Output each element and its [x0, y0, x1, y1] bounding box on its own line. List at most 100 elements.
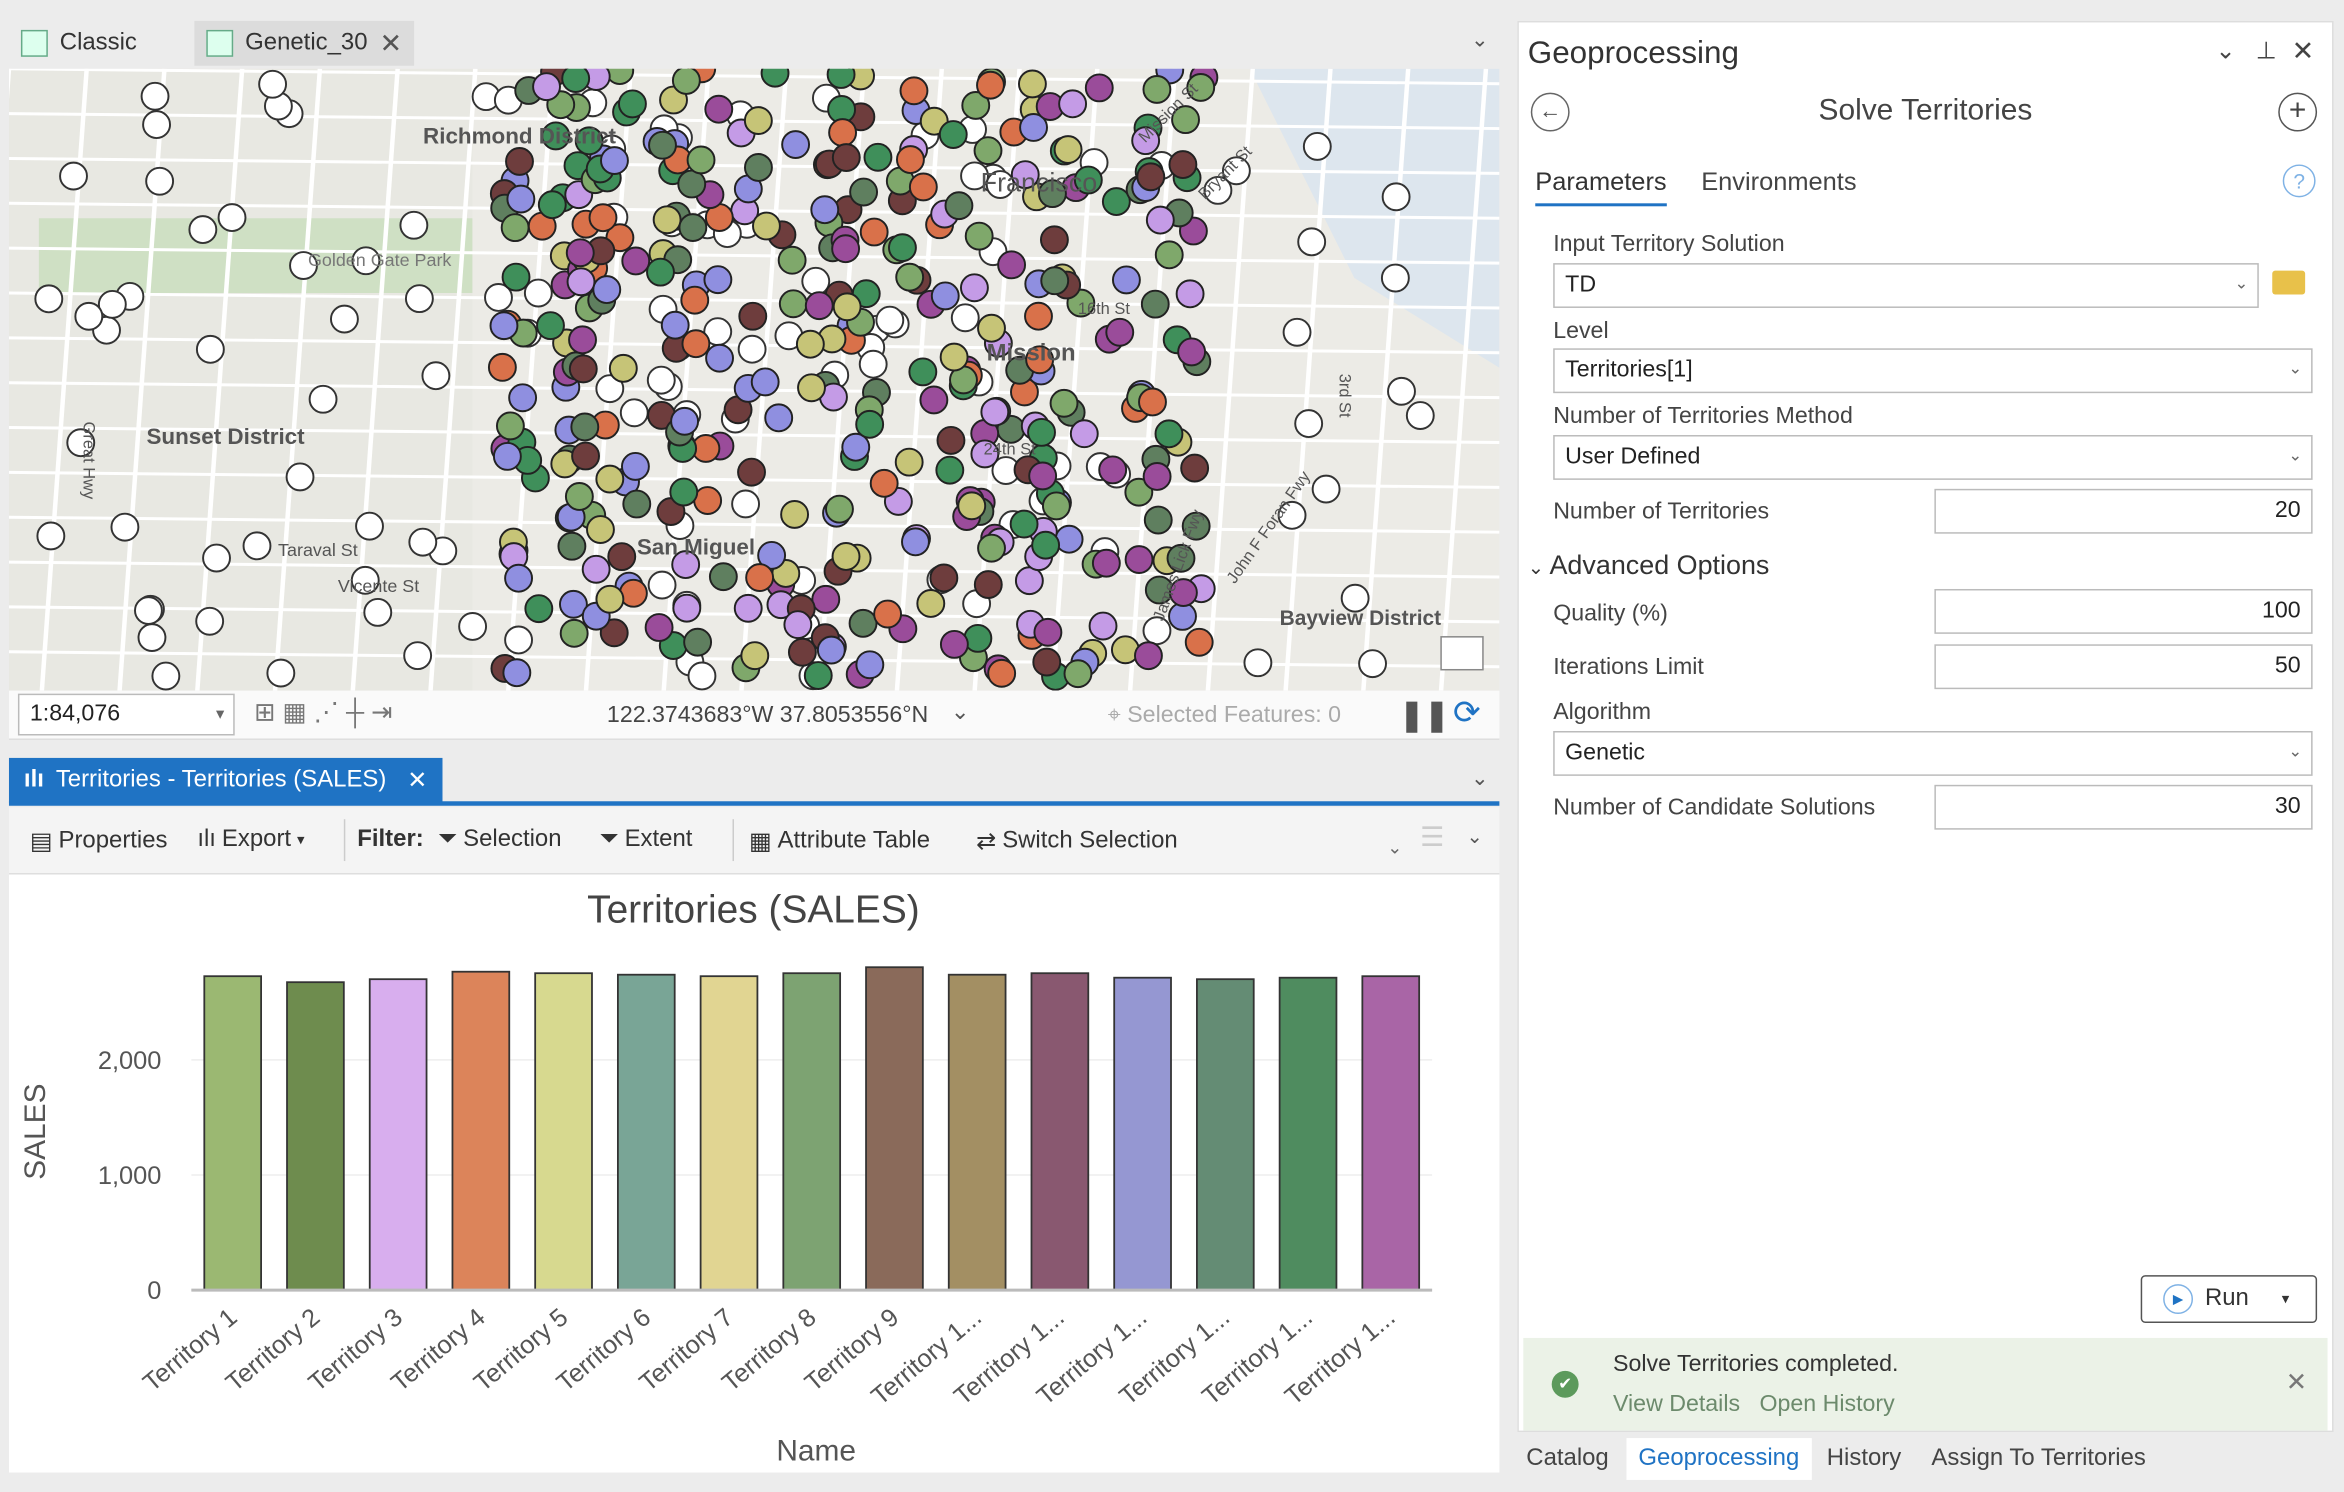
iterations-input[interactable]: 50	[1934, 644, 2313, 690]
map-point	[1033, 617, 1063, 647]
open-history-link[interactable]: Open History	[1759, 1391, 1895, 1418]
close-icon[interactable]: ✕	[407, 768, 428, 794]
map-label: Bayview District	[1280, 607, 1442, 630]
map-point	[1032, 647, 1062, 677]
filter-extent-button[interactable]: ⏷ Extent	[599, 826, 693, 853]
map-point	[1014, 566, 1044, 596]
map-point	[848, 608, 878, 638]
refresh-icon[interactable]: ⟳	[1453, 693, 1481, 732]
bar[interactable]	[699, 975, 759, 1291]
chevron-down-icon[interactable]: ⌄	[2215, 38, 2236, 65]
back-icon[interactable]: ←	[1530, 92, 1570, 132]
map-point	[1186, 73, 1216, 102]
chevron-down-icon[interactable]: ⌄	[1470, 26, 1489, 51]
bar[interactable]	[1113, 976, 1172, 1291]
chevron-down-icon[interactable]: ⌄	[950, 699, 970, 726]
candidate-solutions-input[interactable]: 30	[1934, 784, 2313, 830]
overflow-icon[interactable]: ⌄	[1387, 837, 1403, 859]
map-point	[1063, 659, 1093, 689]
map-point	[888, 233, 917, 263]
scale-dropdown[interactable]: 1:84,076 ▾	[17, 693, 235, 736]
tab-assign-to-territories[interactable]: Assign To Territories	[1931, 1445, 2146, 1471]
map-point	[828, 118, 858, 147]
map-point	[1340, 583, 1370, 613]
close-icon[interactable]: ✕	[2285, 1367, 2308, 1397]
tab-catalog[interactable]: Catalog	[1526, 1445, 1609, 1471]
map-point	[977, 533, 1006, 563]
tab-genetic-30[interactable]: Genetic_30 ✕	[194, 20, 414, 66]
list-icon[interactable]: ☰	[1420, 822, 1445, 853]
map-point	[1054, 524, 1084, 554]
map-point	[74, 301, 104, 331]
map-point	[899, 76, 929, 106]
bar[interactable]	[1030, 972, 1090, 1291]
close-icon[interactable]: ✕	[379, 27, 403, 58]
pause-icon[interactable]: ❚❚	[1399, 699, 1450, 733]
map-point	[532, 72, 561, 102]
tab-parameters[interactable]: Parameters	[1535, 167, 1667, 207]
properties-button[interactable]: ▤ Properties	[29, 828, 168, 856]
map-point	[537, 190, 567, 220]
close-icon[interactable]: ✕	[2291, 35, 2315, 66]
x-axis-label: Name	[776, 1435, 856, 1468]
tab-classic[interactable]: Classic	[9, 21, 149, 66]
tab-chart[interactable]: ılı Territories - Territories (SALES) ✕	[8, 757, 443, 803]
tab-geoprocessing[interactable]: Geoprocessing	[1626, 1438, 1812, 1480]
chevron-down-icon[interactable]: ⌄	[1470, 765, 1489, 790]
tab-environments[interactable]: Environments	[1701, 167, 1857, 196]
bar[interactable]	[865, 966, 924, 1291]
selected-features[interactable]: ⌖ Selected Features: 0	[1107, 702, 1342, 729]
export-button[interactable]: ılı Export ▾	[197, 826, 305, 853]
map-point	[708, 562, 738, 592]
map-point	[151, 661, 181, 691]
bar[interactable]	[1361, 975, 1421, 1291]
bar[interactable]	[616, 973, 676, 1291]
tab-history[interactable]: History	[1826, 1445, 1902, 1471]
switch-selection-button[interactable]: ⇄ Switch Selection	[976, 828, 1178, 856]
map-point	[566, 267, 596, 297]
map-point	[1154, 240, 1184, 270]
advanced-options-toggle[interactable]: ⌄ Advanced Options	[1527, 550, 1770, 581]
bar[interactable]	[451, 970, 511, 1291]
map-point	[950, 303, 980, 333]
chevron-down-icon[interactable]: ⌄	[1466, 825, 1483, 848]
bar[interactable]	[1196, 978, 1255, 1291]
map-point	[783, 610, 813, 640]
attribute-table-button[interactable]: ▦ Attribute Table	[748, 828, 931, 856]
quality-input[interactable]: 100	[1934, 588, 2313, 634]
bar[interactable]	[286, 981, 345, 1291]
bar[interactable]	[947, 973, 1007, 1291]
map-point	[564, 482, 594, 511]
help-icon[interactable]: ?	[2282, 164, 2316, 198]
input-territory-dropdown[interactable]: TD ⌄	[1553, 263, 2259, 308]
map-point	[760, 68, 790, 88]
map-icon	[206, 29, 234, 57]
pin-icon[interactable]: ⊥	[2255, 38, 2277, 65]
map-point	[1041, 491, 1071, 521]
bar[interactable]	[782, 972, 842, 1291]
bar[interactable]	[368, 978, 428, 1291]
map-point	[1154, 419, 1184, 449]
level-dropdown[interactable]: Territories[1] ⌄	[1553, 348, 2313, 394]
map-point	[832, 292, 862, 322]
map-point	[484, 283, 513, 312]
bar[interactable]	[534, 972, 593, 1291]
map-point	[644, 613, 674, 642]
map-point	[1111, 265, 1141, 295]
chevron-down-icon: ▾	[215, 705, 225, 724]
filter-selection-button[interactable]: ⏷ Selection	[438, 826, 562, 853]
view-details-link[interactable]: View Details	[1612, 1391, 1741, 1418]
legend-icon[interactable]	[1440, 636, 1484, 671]
algorithm-dropdown[interactable]: Genetic ⌄	[1553, 731, 2313, 776]
map-point	[647, 570, 677, 600]
map-point	[607, 542, 637, 572]
bar[interactable]	[1278, 976, 1338, 1291]
add-icon[interactable]: +	[2278, 92, 2318, 132]
map-canvas[interactable]: Richmond District Golden Gate Park Sunse…	[8, 68, 1500, 691]
method-dropdown[interactable]: User Defined ⌄	[1553, 435, 2313, 480]
grid-tools-icon[interactable]: ⊞ ▦ ⋰ ┼ ⇥	[254, 698, 393, 727]
folder-icon[interactable]	[2272, 270, 2306, 295]
num-territories-input[interactable]: 20	[1934, 488, 2313, 534]
bar[interactable]	[203, 975, 263, 1291]
run-button[interactable]: ▶ Run ▾	[2140, 1275, 2318, 1323]
